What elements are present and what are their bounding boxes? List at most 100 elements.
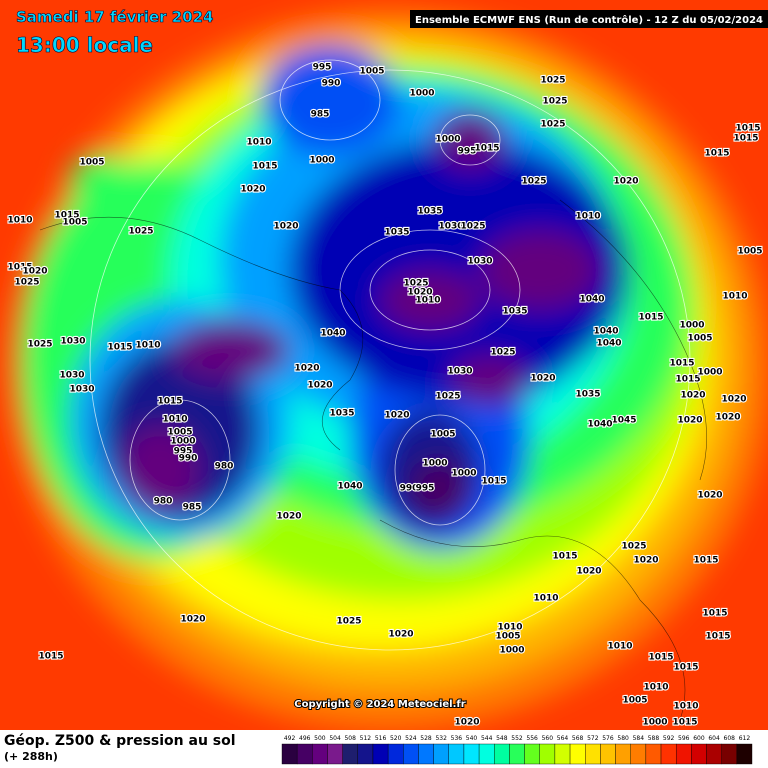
scale-swatch	[554, 743, 571, 765]
pressure-label: 1015	[733, 134, 758, 144]
pressure-label: 1005	[495, 632, 520, 642]
coastlines	[39, 199, 707, 721]
scale-swatch	[645, 743, 662, 765]
isobars	[89, 59, 691, 651]
pressure-label: 1000	[642, 718, 667, 728]
pressure-label: 1020	[407, 288, 432, 298]
scale-swatch	[615, 743, 631, 765]
pressure-label: 1025	[336, 617, 361, 627]
pressure-label: 1015	[705, 632, 730, 642]
scale-swatch	[569, 743, 586, 765]
pressure-label: 995	[313, 63, 332, 73]
copyright: Copyright © 2024 Meteociel.fr	[294, 699, 465, 710]
date: Samedi 17 février 2024	[16, 8, 213, 26]
pressure-label: 1020	[715, 413, 740, 423]
scale-label: 520	[390, 735, 402, 742]
pressure-label: 1000	[409, 89, 434, 99]
scale-swatch	[539, 743, 556, 765]
pressure-label: 1005	[359, 67, 384, 77]
pressure-label: 1015	[252, 162, 277, 172]
pressure-label: 1010	[246, 138, 271, 148]
scale-swatch	[433, 743, 449, 765]
pressure-label: 1035	[417, 207, 442, 217]
pressure-label: 1025	[128, 227, 153, 237]
pressure-label: 1000	[499, 646, 524, 656]
pressure-label: 1025	[460, 222, 485, 232]
pressure-label: 1025	[490, 348, 515, 358]
pressure-label: 1010	[673, 702, 698, 712]
pressure-label: 1020	[294, 364, 319, 374]
scale-label: 552	[511, 735, 523, 742]
pressure-label: 1035	[384, 228, 409, 238]
pressure-label: 1000	[697, 368, 722, 378]
scale-swatch	[706, 743, 722, 765]
pressure-label: 1015	[704, 149, 729, 159]
scale-label: 564	[557, 735, 569, 742]
pressure-label: 1000	[435, 135, 460, 145]
pressure-label: 1010	[497, 623, 522, 633]
pressure-label: 1025	[540, 76, 565, 86]
pressure-label: 1015	[735, 124, 760, 134]
pressure-label: 1005	[430, 430, 455, 440]
pressure-label: 1020	[384, 411, 409, 421]
scale-swatch	[342, 743, 359, 765]
scale-swatch	[312, 743, 328, 765]
pressure-label: 1035	[502, 307, 527, 317]
pressure-label: 1030	[59, 371, 84, 381]
weather-map: 995 990 1005 985 1000 1000 995 1015 1025 1025 1025…	[0, 0, 768, 730]
scale-label: 576	[602, 735, 614, 742]
scale-swatch	[418, 743, 434, 765]
pressure-label: 1020	[633, 556, 658, 566]
pressure-label: 1005	[622, 696, 647, 706]
geopotential-field	[10, 10, 768, 730]
scale-swatch	[494, 743, 510, 765]
scale-label: 536	[451, 735, 463, 742]
pressure-label: 1020	[180, 615, 205, 625]
pressure-label: 1010	[607, 642, 632, 652]
model-box	[410, 10, 768, 28]
scale-label: 556	[526, 735, 538, 742]
scale-label: 516	[375, 735, 387, 742]
pressure-label: 1005	[687, 334, 712, 344]
scale-swatch	[691, 743, 707, 765]
pressure-label: 1015	[702, 609, 727, 619]
scale-swatch	[448, 743, 465, 765]
scale-swatch	[721, 743, 738, 765]
pressure-label: 1020	[721, 395, 746, 405]
pressure-label: 1005	[737, 247, 762, 257]
pressure-label: 985	[183, 503, 202, 513]
pressure-label: 1010	[162, 415, 187, 425]
scale-label: 588	[648, 735, 660, 742]
footer: Géop. Z500 & pression au sol (+ 288h) 49…	[0, 730, 768, 768]
pressure-label: 1015	[672, 718, 697, 728]
pressure-label: 1000	[422, 459, 447, 469]
scale-label: 580	[617, 735, 629, 742]
pressure-label: 1020	[454, 718, 479, 728]
pressure-label: 1015	[552, 552, 577, 562]
pressure-label: 1025	[403, 279, 428, 289]
pressure-label: 1010	[7, 216, 32, 226]
pressure-label: 1020	[307, 381, 332, 391]
scale-label: 560	[542, 735, 554, 742]
pressure-label: 995	[458, 147, 477, 157]
pressure-label: 1015	[675, 375, 700, 385]
pressure-label: 985	[311, 110, 330, 120]
scale-label: 532	[435, 735, 447, 742]
forecast-lead: (+ 288h)	[4, 750, 58, 763]
pressure-label: 1020	[388, 630, 413, 640]
pressure-label: 990	[322, 79, 341, 89]
scale-label: 572	[587, 735, 599, 742]
scale-label: 512	[360, 735, 372, 742]
pressure-label: 1030	[467, 257, 492, 267]
scale-swatch	[630, 743, 647, 765]
pressure-label: 1015	[669, 359, 694, 369]
pressure-label: 1025	[540, 120, 565, 130]
pressure-label: 1020	[677, 416, 702, 426]
pressure-label: 1015	[481, 477, 506, 487]
pressure-label: 1015	[157, 397, 182, 407]
scale-label: 508	[344, 735, 356, 742]
pressure-label: 1005	[79, 158, 104, 168]
pressure-label: 1030	[60, 337, 85, 347]
scale-swatch	[478, 743, 495, 765]
scale-label: 548	[496, 735, 508, 742]
